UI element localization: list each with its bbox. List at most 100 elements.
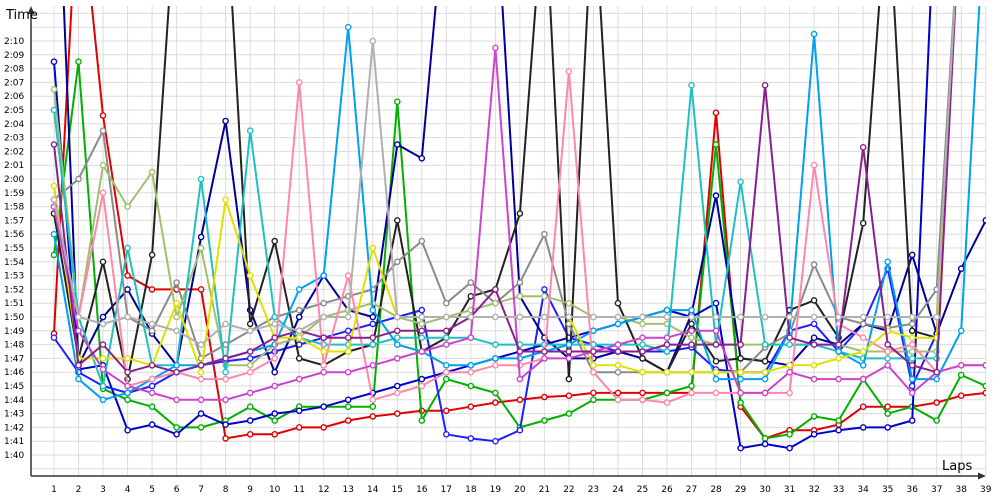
data-point [810,341,818,348]
data-point [344,368,352,376]
data-point [442,334,450,342]
data-point [639,355,646,362]
data-point [541,313,548,321]
data-point [982,389,986,397]
data-point [688,320,695,328]
data-point [982,362,986,369]
data-point [688,368,695,376]
data-point [516,375,524,383]
data-point [737,178,744,186]
y-tick-label: 2:07 [4,78,24,88]
data-point [246,127,254,134]
data-point [75,327,82,335]
data-point [810,375,818,383]
data-point [393,327,401,335]
data-point [908,382,916,390]
data-point [418,375,426,383]
data-point [197,410,205,417]
data-point [663,348,671,355]
data-point [344,417,352,424]
data-point [786,341,793,348]
data-point [320,299,328,307]
data-point [320,424,328,431]
y-tick-label: 1:49 [4,327,24,337]
data-point [786,313,793,321]
data-point [859,375,867,383]
y-tick-label: 2:01 [4,161,24,171]
y-tick-label: 2:05 [4,106,24,116]
x-tick-label: 22 [563,485,574,495]
y-tick-label: 1:43 [4,410,24,420]
data-point [810,313,818,321]
data-point [148,375,156,383]
data-point [614,368,622,376]
data-point [418,237,426,245]
tick-labels: 1 2 3 4 5 6 7 8 9 10 11 12 13 14 15 16 17 18 19 20 21 22 23 24 2… [4,37,992,495]
data-point [99,161,107,169]
data-point [467,435,475,442]
y-tick-label: 1:44 [4,396,24,406]
data-point [614,299,622,307]
data-point [344,23,352,31]
y-tick-label: 1:59 [4,189,24,199]
data-point [761,81,769,89]
data-point [418,417,426,424]
data-point [393,141,401,148]
data-point [492,389,499,397]
data-point [442,430,450,438]
data-point [761,357,769,365]
data-point [173,299,180,307]
data-point [688,389,695,397]
data-point [639,313,646,321]
x-tick-label: 26 [661,485,673,495]
data-point [688,341,695,348]
y-tick-label: 2:08 [4,65,24,75]
data-point [884,341,892,348]
x-axis-arrow [978,472,986,480]
x-tick-label: 33 [833,485,844,495]
data-point [761,341,769,348]
data-point [148,361,156,369]
data-point [737,355,744,362]
y-tick-label: 1:54 [4,258,24,268]
data-point [859,424,867,431]
data-point [173,430,180,438]
data-point [737,341,744,348]
y-tick-label: 1:50 [4,313,24,323]
series [50,44,986,404]
x-tick-label: 30 [759,485,771,495]
data-point [590,361,597,369]
data-point [933,417,941,424]
data-point [124,368,131,376]
data-point [50,334,58,342]
data-point [442,361,450,369]
data-point [246,368,254,376]
data-point [884,348,892,355]
y-tick-label: 1:57 [4,216,24,226]
data-point [712,389,720,397]
data-point [835,341,842,348]
data-point [933,313,941,321]
data-point [688,313,695,321]
data-point [344,313,352,321]
x-tick-label: 12 [318,485,329,495]
data-point [124,286,131,293]
data-point [148,251,156,259]
data-point [908,341,916,348]
data-point [712,192,720,199]
data-point [614,361,622,369]
data-point [222,368,229,376]
data-point [663,334,671,342]
data-point [124,272,131,279]
data-point [663,313,671,321]
data-point [295,424,303,431]
data-point [393,217,401,224]
y-tick-label: 2:06 [4,92,24,102]
data-point [541,393,548,401]
data-point [492,341,499,348]
data-point [99,396,107,404]
data-point [369,334,377,342]
data-point [442,299,450,307]
data-point [50,86,58,93]
data-point [442,407,450,415]
